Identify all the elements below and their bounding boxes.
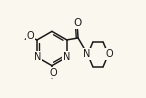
Text: N: N (83, 49, 91, 59)
Text: O: O (105, 49, 113, 59)
Text: N: N (63, 52, 70, 62)
Text: O: O (27, 31, 34, 41)
Text: N: N (34, 52, 41, 62)
Text: O: O (50, 68, 58, 78)
Text: O: O (73, 18, 81, 28)
